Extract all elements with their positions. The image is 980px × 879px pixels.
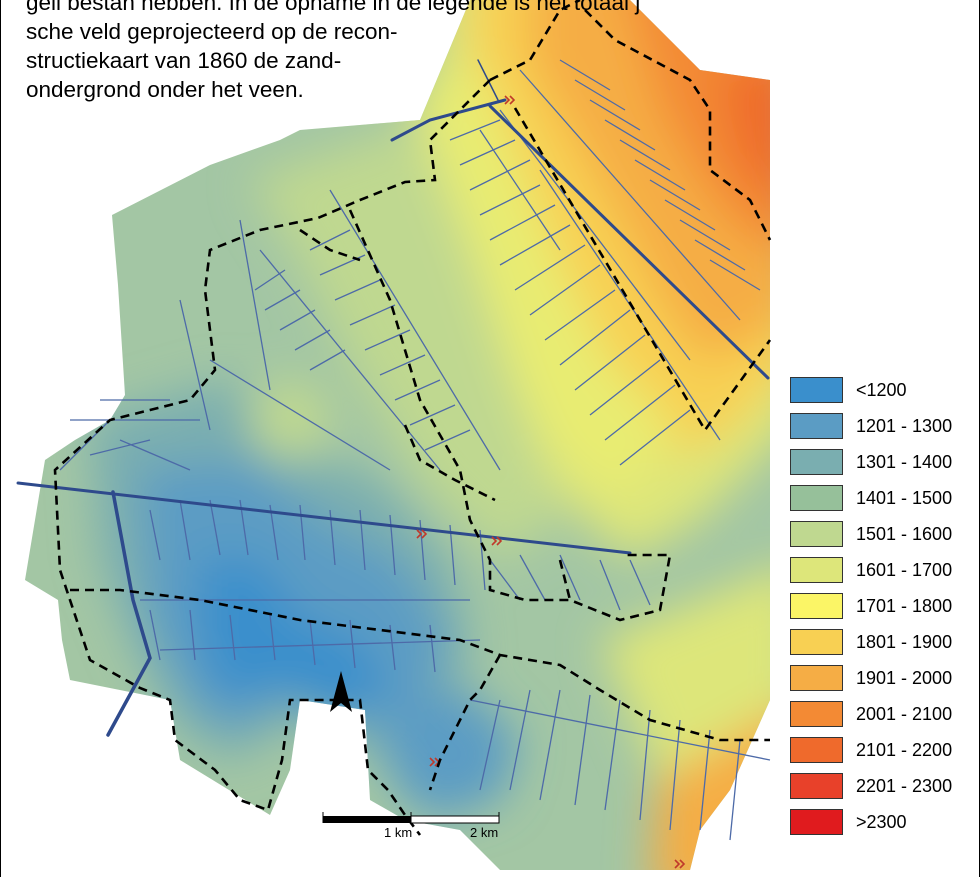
legend-swatch: [790, 665, 843, 691]
north-arrow-icon: [330, 671, 352, 712]
legend-label: <1200: [856, 379, 907, 400]
scale-bar: 1 km 2 km: [322, 812, 500, 840]
caption-text: geli̇ bestaṅ hebben. In de opname in de…: [26, 0, 966, 104]
caption-line-2: sche veld geprojecteerd op de recon-: [26, 19, 398, 44]
main-canals: [16, 59, 770, 737]
weir-markers: [416, 95, 686, 869]
legend-label: 1501 - 1600: [856, 523, 953, 544]
legend-row: 2001 - 2100: [790, 701, 952, 727]
legend-swatch: [790, 809, 843, 835]
legend-row: 2101 - 2200: [790, 737, 952, 763]
scale-label-1km: 1 km: [384, 825, 412, 840]
legend-swatch: [790, 773, 843, 799]
scale-label-2km: 2 km: [470, 825, 498, 840]
legend-row: 1301 - 1400: [790, 449, 952, 475]
legend-row: 1501 - 1600: [790, 521, 952, 547]
ditch-network: [59, 59, 771, 841]
polder-boundaries: [53, 0, 772, 836]
legend-label: 1401 - 1500: [856, 487, 953, 508]
legend-swatch: [790, 593, 843, 619]
legend-label: 1201 - 1300: [856, 415, 953, 436]
legend-swatch: [790, 737, 843, 763]
legend-swatch: [790, 557, 843, 583]
legend-swatch: [790, 449, 843, 475]
legend-label: 1601 - 1700: [856, 559, 953, 580]
legend-swatch: [790, 521, 843, 547]
legend-row: 1601 - 1700: [790, 557, 952, 583]
legend-label: 2101 - 2200: [856, 739, 953, 760]
legend-label: 2201 - 2300: [856, 775, 953, 796]
north-inlet-canal: [390, 98, 507, 142]
legend-label: 1701 - 1800: [856, 595, 953, 616]
legend-row: 1401 - 1500: [790, 485, 952, 511]
legend-label: 1901 - 2000: [856, 667, 953, 688]
legend-row: 1701 - 1800: [790, 593, 952, 619]
legend-row: 1901 - 2000: [790, 665, 952, 691]
northeast-canal: [488, 104, 770, 380]
legend-row: 1201 - 1300: [790, 413, 952, 439]
legend-row: >2300: [790, 809, 907, 835]
legend-label: 1801 - 1900: [856, 631, 953, 652]
caption-line-1: geli̇ bestaṅ hebben. In de opname in de…: [26, 0, 641, 15]
legend-row: 2201 - 2300: [790, 773, 952, 799]
legend-swatch: [790, 629, 843, 655]
legend-swatch: [790, 701, 843, 727]
legend-row: 1801 - 1900: [790, 629, 952, 655]
legend-label: >2300: [856, 811, 907, 832]
north-south-canal: [106, 490, 152, 737]
legend-swatch: [790, 413, 843, 439]
caption-line-3: structiekaart van 1860 de zand-: [26, 48, 342, 73]
east-west-canal: [16, 481, 632, 555]
legend-swatch: [790, 377, 843, 403]
legend-label: 2001 - 2100: [856, 703, 953, 724]
caption-line-4: ondergrond onder het veen.: [26, 77, 304, 102]
legend-row: <1200: [790, 377, 907, 403]
legend-swatch: [790, 485, 843, 511]
legend-label: 1301 - 1400: [856, 451, 953, 472]
